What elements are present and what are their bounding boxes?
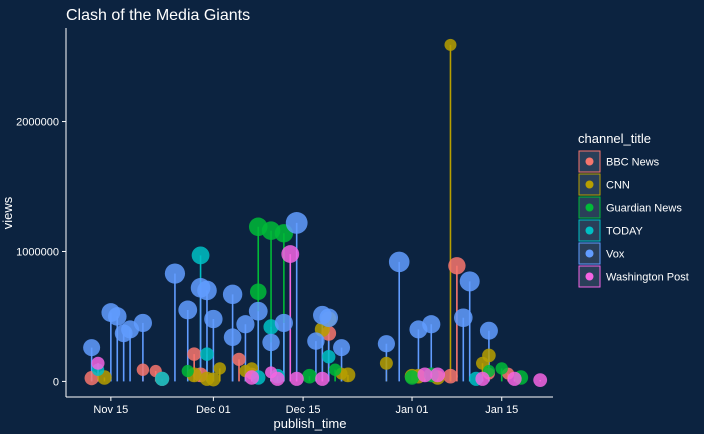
point-vox (178, 300, 198, 320)
point-bbc-news (443, 368, 458, 384)
x-tick-label: Jan 01 (396, 404, 429, 416)
point-vox (319, 308, 339, 328)
legend-label-bbc-news: BBC News (606, 157, 660, 169)
x-axis: Nov 15 Dec 01 Dec 15 Jan 01 Jan 15 (93, 397, 518, 416)
point-washington-post (430, 367, 446, 383)
point-vox (222, 284, 243, 305)
point-vox (204, 309, 223, 329)
legend-dot-washington-post (585, 272, 594, 281)
point-guardian-news (302, 368, 317, 384)
legend-items: BBC News CNN Guardian News TODAY Vox Washingt… (578, 150, 689, 288)
point-vox (262, 333, 280, 352)
point-washington-post (270, 371, 285, 386)
point-cnn (482, 348, 496, 363)
legend-dot-cnn (585, 180, 594, 189)
point-vox (459, 271, 480, 292)
y-axis-title: views (0, 196, 15, 229)
point-vox (422, 315, 441, 334)
point-vox (274, 313, 293, 333)
point-bbc-news (232, 352, 246, 366)
point-vox (388, 251, 410, 273)
legend-dot-guardian-news (585, 203, 594, 212)
point-vox (307, 332, 325, 350)
point-bbc-news (136, 363, 150, 376)
legend-label-guardian-news: Guardian News (606, 203, 682, 215)
point-cnn (444, 38, 457, 51)
point-guardian-news (249, 283, 267, 301)
point-today (191, 246, 210, 265)
point-guardian-news (404, 370, 420, 385)
point-vox (197, 280, 217, 301)
legend-label-today: TODAY (606, 226, 644, 238)
chart-title: Clash of the Media Giants (66, 7, 250, 24)
points-layer (83, 38, 548, 388)
point-cnn (379, 356, 393, 370)
point-today (322, 350, 336, 364)
point-vox (107, 307, 127, 326)
legend-dot-today (585, 226, 594, 235)
point-washington-post (507, 371, 522, 386)
point-cnn (206, 372, 221, 387)
point-washington-post (533, 373, 548, 388)
point-vox (223, 328, 242, 347)
point-washington-post (289, 371, 304, 386)
legend-title: channel_title (578, 131, 651, 146)
y-axis: 0 1000000 2000000 (16, 117, 66, 388)
y-tick-label: 1000000 (16, 246, 59, 258)
point-vox (453, 308, 473, 328)
point-today (200, 347, 214, 361)
point-guardian-news (181, 364, 194, 378)
point-vox (377, 335, 395, 353)
point-washington-post (475, 371, 490, 386)
point-guardian-news (328, 363, 342, 376)
point-bbc-news (187, 347, 201, 361)
point-washington-post (417, 367, 433, 383)
legend-label-vox: Vox (606, 249, 625, 261)
point-washington-post (244, 370, 260, 385)
point-vox (236, 315, 255, 334)
x-tick-label: Jan 15 (485, 404, 518, 416)
point-washington-post (91, 356, 105, 370)
point-cnn (340, 367, 356, 383)
point-vox (333, 339, 351, 357)
point-guardian-news (495, 362, 508, 375)
legend-dot-bbc-news (585, 157, 594, 166)
x-tick-label: Dec 01 (196, 404, 231, 416)
point-vox (133, 313, 152, 333)
point-vox (285, 211, 308, 234)
point-vox (164, 263, 186, 284)
point-vox (248, 301, 268, 321)
point-vox (83, 339, 101, 357)
legend-label-washington-post: Washington Post (606, 272, 689, 284)
y-tick-label: 0 (53, 376, 59, 388)
legend-label-cnn: CNN (606, 180, 630, 192)
point-cnn (213, 362, 226, 375)
plot-area (83, 38, 548, 388)
x-tick-label: Nov 15 (93, 404, 128, 416)
point-bbc-news (448, 257, 466, 275)
x-axis-title: publish_time (274, 416, 347, 431)
point-vox (479, 321, 498, 340)
point-washington-post (315, 371, 330, 386)
x-tick-label: Dec 15 (286, 404, 321, 416)
legend: channel_title BBC News CNN Guardian News TO… (578, 131, 689, 288)
point-washington-post (281, 245, 300, 263)
point-today (155, 371, 170, 386)
y-tick-label: 2000000 (16, 117, 59, 129)
legend-dot-vox (585, 249, 594, 258)
